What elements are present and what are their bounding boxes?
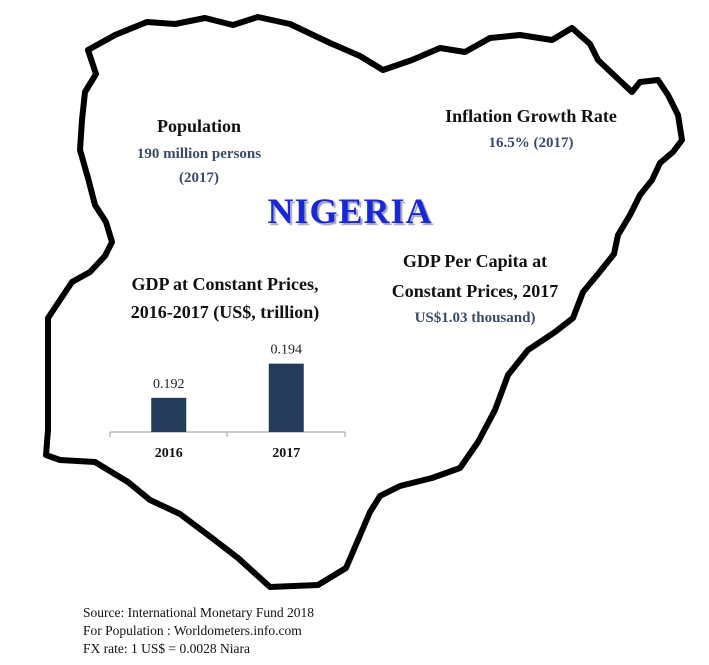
x-tick-label-2016: 2016 [155, 446, 183, 461]
gdp-chart-heading-line2: 2016-2017 (US$, trillion) [130, 302, 320, 322]
footer-source: Source: International Monetary Fund 2018 [83, 605, 314, 620]
source-footer: Source: International Monetary Fund 2018… [83, 604, 314, 658]
inflation-value: 16.5% (2017) [488, 135, 574, 151]
country-title: NIGERIA [267, 191, 433, 231]
bar-2017 [268, 363, 304, 432]
gdp-per-capita-heading-line1: GDP Per Capita at [402, 251, 548, 271]
footer-fx-rate: FX rate: 1 US$ = 0.0028 Niara [83, 641, 250, 656]
x-tick-label-2017: 2017 [272, 446, 300, 461]
gdp-per-capita-heading-line2: Constant Prices, 2017 [391, 281, 559, 301]
footer-population-source: For Population : Worldometers.info.com [83, 623, 302, 638]
inflation-heading: Inflation Growth Rate [445, 106, 617, 126]
bar-value-label-2016: 0.192 [153, 377, 185, 392]
population-value: 190 million persons [136, 146, 262, 162]
gdp-chart-heading-line1: GDP at Constant Prices, [131, 274, 319, 294]
bar-value-label-2017: 0.194 [271, 343, 303, 358]
bar-2016 [151, 397, 187, 432]
gdp-per-capita-value: US$1.03 thousand) [414, 310, 536, 326]
population-year: (2017) [179, 170, 219, 186]
population-heading: Population [156, 116, 242, 136]
